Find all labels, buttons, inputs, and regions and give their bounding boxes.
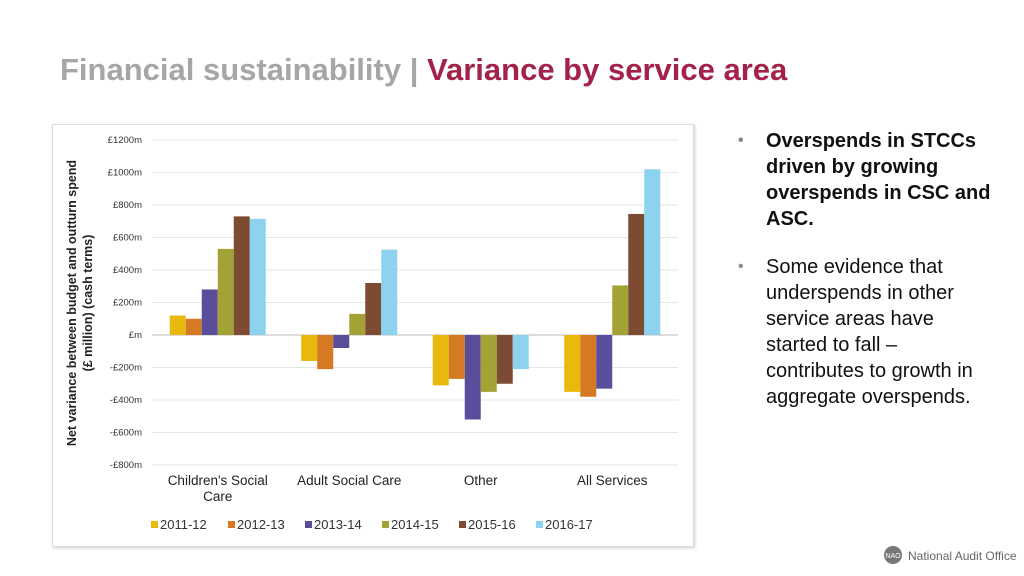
logo-text: National Audit Office [908,549,1017,563]
bar [381,249,398,335]
legend-swatch [228,521,235,528]
y-tick-label: £800m [113,200,142,211]
bullet: Some evidence that underspends in other … [738,254,1000,410]
bar [349,313,366,335]
bar [333,335,350,348]
bar [580,335,597,397]
y-tick-label: -£800m [110,460,142,471]
legend-swatch [382,521,389,528]
y-tick-label: -£600m [110,428,142,439]
bar [480,335,497,392]
bar [249,218,266,335]
bar [512,335,529,370]
legend-swatch [151,521,158,528]
title-part: Variance by service area [427,52,788,87]
bar [317,335,334,370]
legend-label: 2013-14 [314,517,362,532]
bar [612,285,629,335]
bar [596,335,613,389]
y-tick-label: £1200m [108,135,142,146]
bar [185,318,202,335]
logo-badge-bg [884,546,902,564]
legend-label: 2011-12 [160,517,207,532]
legend-label: 2015-16 [468,517,516,532]
bar [217,248,234,335]
y-tick-label: £m [129,330,142,341]
logo-badge: NAO [885,553,901,560]
bar [301,335,318,361]
y-tick-label: £1000m [108,168,142,179]
x-tick-label: All Services [576,473,648,488]
bar [432,335,449,386]
bullet-list: Overspends in STCCs driven by growing ov… [738,128,1000,432]
x-tick-label: Adult Social Care [297,473,402,488]
bar [464,335,481,420]
bar [564,335,581,392]
y-axis-label: Net variance between budget and outturn … [65,160,79,446]
y-tick-label: £600m [113,233,142,244]
chart-panel [52,124,694,547]
y-tick-label: -£400m [110,395,142,406]
title-part: Financial sustainability | [60,52,419,87]
bar [448,335,465,379]
bar [169,315,186,335]
bar [365,283,382,335]
legend-swatch [536,521,543,528]
legend-label: 2016-17 [545,517,593,532]
x-tick-label: Children's Social Care [167,473,268,504]
legend-swatch [305,521,312,528]
x-tick-label: Other [463,473,498,488]
bar [233,216,250,335]
bar [496,335,513,384]
y-axis-label: (£ million) (cash terms) [81,235,95,372]
y-tick-label: -£200m [110,363,142,374]
legend-label: 2014-15 [391,517,439,532]
bar [628,213,645,335]
bullet: Overspends in STCCs driven by growing ov… [738,128,1000,232]
bar [201,289,218,335]
y-tick-label: £400m [113,265,142,276]
y-tick-label: £200m [113,298,142,309]
legend-swatch [459,521,466,528]
slide-title: Financial sustainability | Variance by s… [60,52,787,88]
bar [644,169,661,335]
legend-label: 2012-13 [237,517,285,532]
